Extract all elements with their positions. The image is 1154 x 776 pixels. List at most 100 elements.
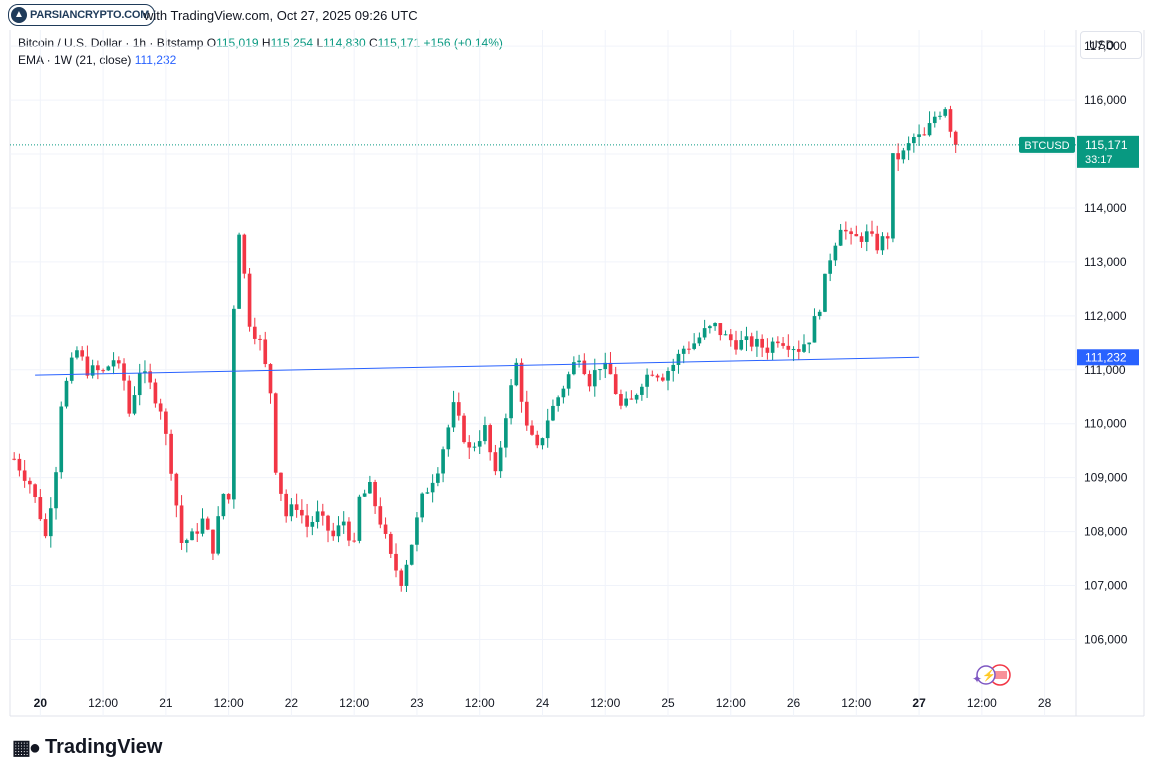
candle-body	[122, 363, 126, 381]
candle-body	[702, 328, 707, 338]
time-tick-label: 28	[1038, 696, 1052, 710]
change-value: +156 (+0.14%)	[423, 36, 503, 50]
time-axis[interactable]: 20 12:00 21 12:00 22 12:00 23 12:00 24 12:00 25 12:…	[34, 696, 1052, 710]
time-tick-label: 23	[410, 696, 424, 710]
candle-body	[765, 347, 770, 353]
candle-body	[708, 326, 712, 329]
candle-body	[472, 446, 477, 448]
tradingview-logo[interactable]: ▦● TradingView	[12, 735, 162, 760]
candle-body	[75, 350, 79, 358]
price-tags: BTCUSD 115,171 33:17 111,232	[1019, 135, 1139, 366]
candle-body	[744, 336, 749, 341]
candle-body	[300, 509, 304, 516]
candle-body	[948, 109, 953, 132]
candle-body	[645, 374, 649, 387]
candle-body	[838, 229, 843, 246]
candle-body	[404, 564, 409, 586]
candle-body	[498, 447, 503, 472]
price-tick-label: 116,000	[1084, 93, 1127, 107]
price-axis[interactable]: 106,000 107,000 108,000 109,000 110,000 111,0…	[1084, 39, 1128, 646]
candle-body	[535, 434, 540, 446]
candle-body	[938, 115, 942, 117]
candle-body	[551, 405, 555, 421]
candle-body	[462, 415, 466, 443]
event-icons[interactable]: ⚡ ✦	[972, 664, 1011, 686]
candle-body	[608, 362, 613, 375]
candle-body	[17, 458, 22, 471]
candle-body	[59, 406, 64, 473]
candle-body	[566, 374, 571, 389]
candle-body	[263, 339, 268, 365]
candle-body	[373, 481, 377, 507]
candle-body	[85, 356, 90, 376]
candle-body	[545, 420, 550, 439]
tradingview-mark-icon: ▦●	[12, 737, 41, 759]
candle-body	[660, 377, 665, 381]
candle-body	[592, 370, 597, 387]
lightning-icon[interactable]	[976, 665, 996, 685]
candle-body	[598, 369, 602, 371]
candle-body	[530, 425, 534, 435]
candle-body	[106, 366, 111, 371]
candle-body	[331, 530, 336, 537]
time-tick-label: 20	[34, 696, 48, 710]
price-tick-label: 110,000	[1084, 417, 1127, 431]
candle-body	[132, 395, 137, 414]
candle-body	[556, 397, 560, 406]
candle-body	[273, 393, 278, 473]
candle-body	[728, 334, 733, 341]
candle-body	[891, 153, 895, 239]
candle-body	[739, 340, 744, 350]
candle-body	[326, 515, 330, 531]
candle-body	[430, 482, 435, 493]
us-flag-icon[interactable]	[989, 664, 1011, 686]
candle-body	[368, 481, 372, 494]
candle-body	[441, 449, 445, 474]
candle-body	[221, 493, 226, 517]
candle-body	[362, 493, 367, 497]
price-tick-label: 109,000	[1084, 471, 1128, 485]
candle-body	[310, 521, 315, 527]
candle-body	[415, 517, 419, 545]
candle-body	[849, 231, 853, 235]
candle-body	[671, 364, 676, 372]
price-tick-label: 113,000	[1084, 255, 1127, 269]
candle-body	[655, 375, 660, 378]
symbol-description: Bitcoin / U.S. Dollar · 1h · Bitstamp	[18, 36, 204, 50]
candle-body	[713, 323, 717, 327]
candle-body	[64, 380, 69, 407]
candle-body	[242, 234, 247, 274]
candle-body	[870, 231, 874, 234]
candle-body	[488, 425, 493, 453]
candle-body	[749, 336, 754, 347]
symbol-tag: BTCUSD	[1024, 140, 1069, 152]
open-label: O	[206, 36, 217, 50]
candle-body	[885, 236, 890, 239]
countdown-tag: 33:17	[1085, 154, 1113, 166]
currency-button[interactable]: USD	[1080, 31, 1142, 59]
candle-body	[205, 518, 210, 530]
low-value: 114,830	[323, 36, 366, 50]
candle-body	[111, 360, 116, 367]
time-tick-label: 12:00	[465, 696, 495, 710]
candle-body	[179, 505, 184, 543]
candle-body	[232, 308, 236, 500]
candle-body	[211, 529, 215, 554]
candle-body	[896, 153, 900, 160]
candle-body	[932, 116, 937, 124]
candle-body	[143, 371, 147, 374]
candle-body	[315, 511, 320, 522]
high-value: 115,254	[270, 36, 314, 50]
price-tick-label: 108,000	[1084, 525, 1128, 539]
candle-body	[943, 109, 948, 116]
candle-body	[54, 472, 58, 509]
last-price-tag-bg	[1077, 135, 1139, 168]
indicator-legend[interactable]: EMA · 1W (21, close) 111,232	[18, 53, 176, 67]
candle-body	[687, 348, 691, 350]
watermark-badge: ▲ PARSIANCRYPTO.COM	[8, 4, 156, 26]
candle-body	[216, 516, 221, 554]
ema-value: 111,232	[134, 53, 177, 67]
grid-lines	[9, 30, 1145, 717]
